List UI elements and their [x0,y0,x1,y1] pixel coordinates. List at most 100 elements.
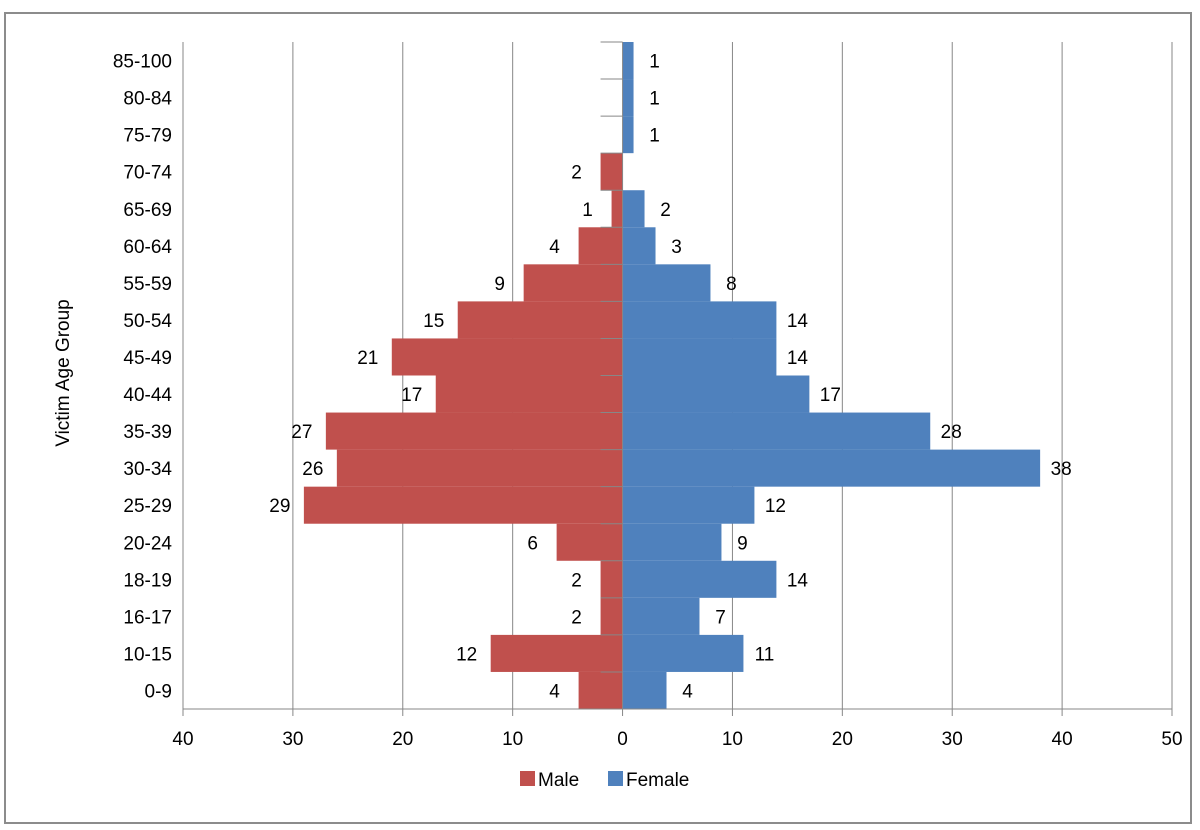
female-data-label: 2 [660,200,671,221]
male-data-label: 1 [582,200,593,221]
y-tick-label: 85-100 [113,52,172,73]
tick-labels: 40 30 20 10 0 10 20 30 40 50 0-9 10-15 16-17 18-19 20-… [113,52,1183,750]
female-bar [622,486,755,524]
y-tick-label: 10-15 [123,644,172,665]
y-tick-label: 16-17 [123,607,172,628]
female-data-label: 1 [649,89,660,110]
x-tick-label: 30 [942,729,963,750]
male-data-label: 15 [423,311,444,332]
female-bar [622,338,777,376]
male-legend-label: Male [538,770,579,791]
female-bar [622,375,810,413]
female-bar [622,449,1041,487]
female-data-label: 4 [682,681,693,702]
data-labels: 4122262926271721159412411714912382817141… [269,52,1071,703]
male-bar [556,523,623,561]
male-bar [578,671,623,709]
y-tick-label: 45-49 [123,348,172,369]
female-bar [622,42,634,80]
female-data-label: 14 [787,570,809,591]
male-bar [578,227,623,265]
male-bar [303,486,623,524]
female-data-label: 8 [726,274,737,295]
x-tick-label: 40 [172,729,193,750]
male-bar [336,449,623,487]
female-data-label: 14 [787,348,809,369]
legend: Male Female [520,770,689,791]
gridlines [182,42,1173,709]
male-bar [490,634,623,672]
male-bar [600,597,623,635]
male-data-label: 29 [269,496,290,517]
y-tick-label: 65-69 [123,200,172,221]
male-data-label: 12 [456,644,477,665]
female-bar [622,412,931,450]
y-tick-label: 30-34 [123,459,172,480]
male-bar [611,190,623,228]
male-data-label: 2 [571,607,582,628]
male-data-label: 4 [549,681,560,702]
x-tick-label: 50 [1161,729,1182,750]
male-data-label: 6 [527,533,538,554]
male-bar [391,338,623,376]
y-tick-label: 40-44 [123,385,172,406]
female-data-label: 14 [787,311,809,332]
male-bar [435,375,623,413]
bars [303,42,1041,709]
y-tick-label: 20-24 [123,533,172,554]
female-data-label: 17 [820,385,841,406]
female-bar [622,264,711,302]
female-bar [622,227,656,265]
x-tick-label: 20 [392,729,413,750]
female-bar [622,634,744,672]
male-bar [600,560,623,598]
y-tick-label: 55-59 [123,274,172,295]
male-data-label: 27 [291,422,312,443]
female-data-label: 3 [671,237,682,258]
y-tick-label: 60-64 [123,237,172,258]
y-tick-label: 35-39 [123,422,172,443]
male-data-label: 26 [302,459,323,480]
female-bar [622,190,645,228]
male-data-label: 9 [494,274,505,295]
female-legend-swatch [608,771,623,786]
x-tick-label: 10 [722,729,743,750]
x-tick-label: 0 [617,729,628,750]
female-data-label: 1 [649,126,660,147]
female-bar [622,671,667,709]
female-data-label: 11 [755,644,775,665]
y-tick-label: 50-54 [123,311,172,332]
female-data-label: 12 [765,496,786,517]
male-legend-swatch [520,771,535,786]
female-data-label: 9 [737,533,748,554]
male-bar [523,264,623,302]
female-bar [622,523,722,561]
male-data-label: 21 [357,348,378,369]
y-tick-label: 70-74 [123,163,172,184]
x-tick-label: 30 [282,729,303,750]
x-tick-label: 40 [1052,729,1073,750]
female-bar [622,597,700,635]
male-bar [457,301,623,339]
female-legend-label: Female [626,770,689,791]
y-tick-label: 18-19 [123,570,172,591]
female-bar [622,560,777,598]
x-tick-label: 10 [502,729,523,750]
female-data-label: 1 [649,52,660,73]
female-bar [622,116,634,154]
y-tick-label: 75-79 [123,126,172,147]
male-data-label: 17 [401,385,422,406]
male-data-label: 4 [549,237,560,258]
female-bar [622,79,634,117]
y-tick-label: 25-29 [123,496,172,517]
male-data-label: 2 [571,570,582,591]
y-tick-label: 80-84 [123,89,172,110]
male-data-label: 2 [571,163,582,184]
y-axis-label: Victim Age Group [53,299,74,447]
female-bar [622,301,777,339]
female-data-label: 38 [1051,459,1072,480]
female-data-label: 28 [941,422,962,443]
x-tick-label: 20 [832,729,853,750]
male-bar [600,153,623,191]
